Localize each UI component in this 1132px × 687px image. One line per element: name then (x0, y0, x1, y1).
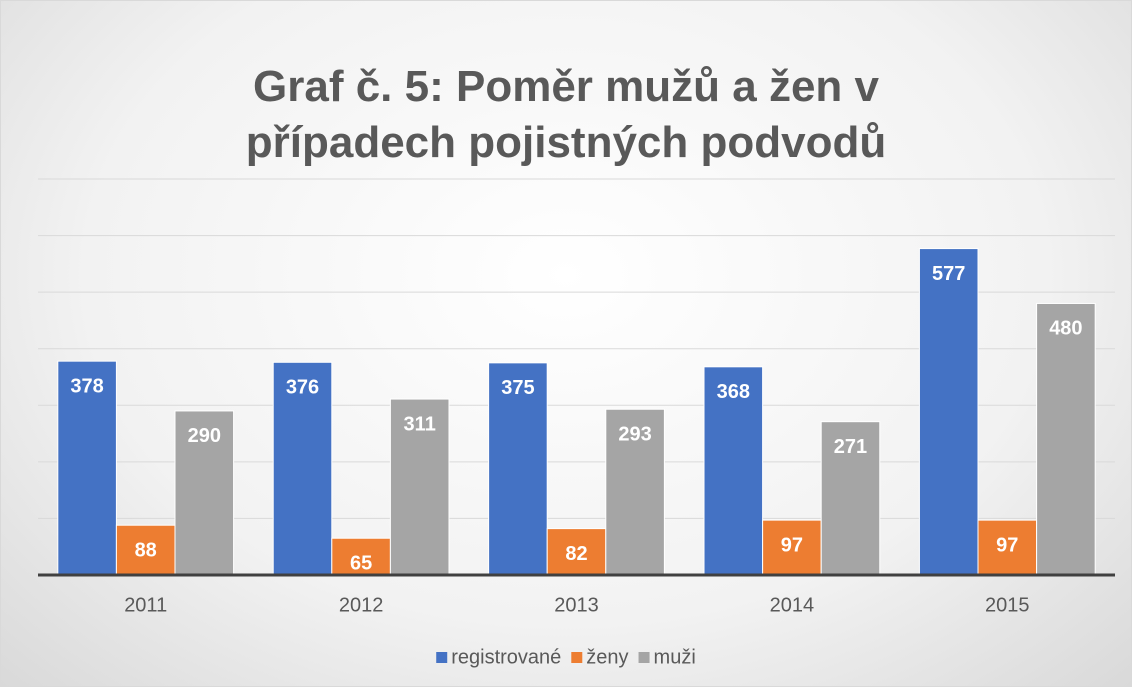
x-tick-label: 2012 (339, 594, 384, 616)
data-label: 368 (717, 381, 750, 403)
bar (820, 421, 881, 576)
bar (546, 528, 607, 576)
chart-title: Graf č. 5: Poměr mužů a žen v případech … (245, 62, 887, 167)
data-label: 271 (834, 436, 867, 458)
bar (389, 398, 450, 576)
data-label: 88 (135, 539, 157, 561)
bar (1036, 302, 1096, 576)
x-tick-label: 2014 (770, 594, 815, 616)
data-label: 376 (286, 377, 319, 399)
legend-swatch (638, 652, 650, 663)
data-label: 375 (501, 377, 534, 399)
x-tick-label: 2011 (124, 594, 167, 616)
bar (488, 362, 548, 576)
data-label: 480 (1049, 318, 1082, 340)
data-label: 577 (932, 263, 965, 285)
legend-swatch (571, 652, 583, 663)
data-label: 290 (188, 425, 221, 447)
legend-swatch (436, 652, 448, 663)
bar (605, 408, 665, 576)
data-label: 82 (565, 543, 587, 565)
data-label: 65 (350, 553, 372, 575)
x-tick-label: 2013 (554, 594, 599, 616)
legend-label: registrované (451, 646, 561, 668)
data-label: 311 (404, 413, 436, 435)
bar (174, 410, 235, 576)
bar (272, 361, 333, 576)
data-label: 378 (70, 375, 103, 397)
bar (57, 360, 117, 576)
bar (762, 519, 822, 576)
data-label: 97 (996, 534, 1018, 556)
bar (703, 366, 764, 576)
data-label: 97 (781, 534, 803, 556)
bar (918, 248, 979, 576)
legend-label: ženy (586, 646, 628, 668)
data-label: 293 (618, 424, 651, 446)
legend-label: muži (654, 646, 696, 668)
x-tick-label: 2015 (985, 594, 1030, 616)
